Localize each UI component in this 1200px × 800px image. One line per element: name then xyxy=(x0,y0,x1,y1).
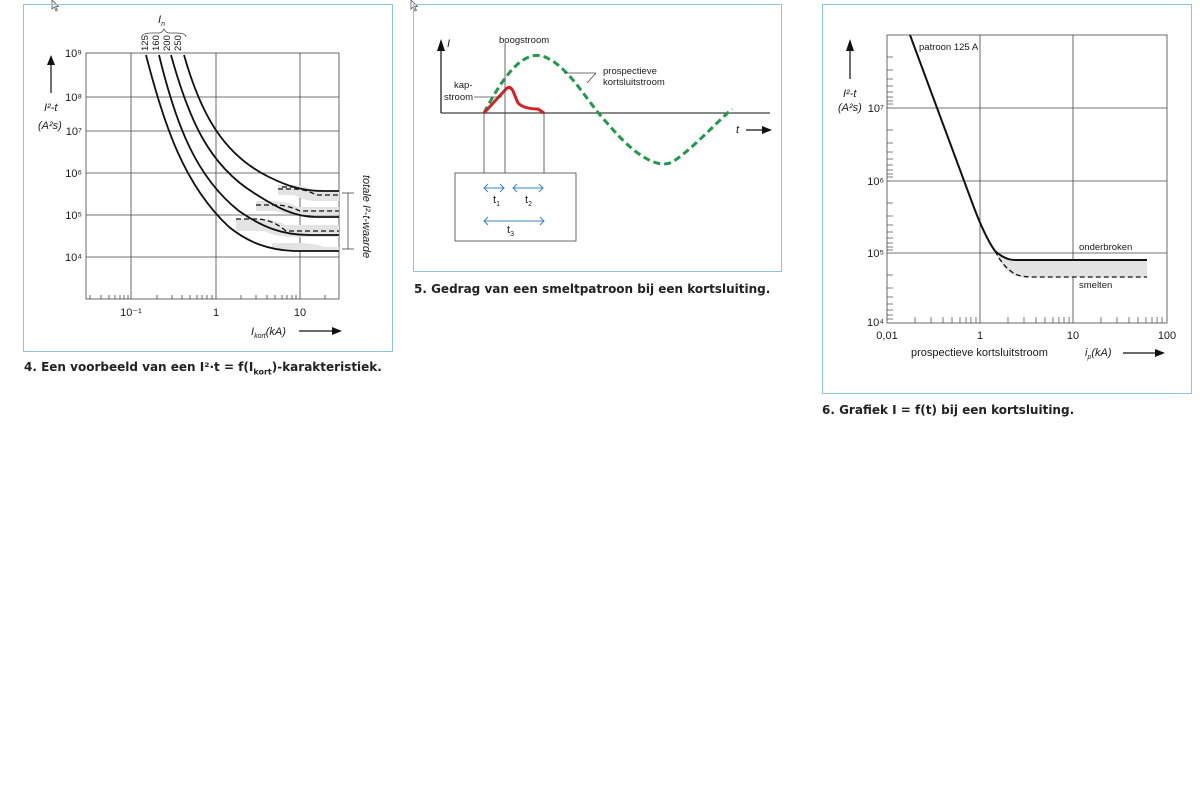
label-boogstroom: boogstroom xyxy=(499,35,549,46)
figure-6-ylabel-bottom: (A²s) xyxy=(838,102,862,114)
figure-5-ylabel: I xyxy=(447,38,450,50)
figure-5-frame: I t boogstroom prospectieve kortsluitstr… xyxy=(413,4,782,272)
figure-6-xlabel: prospectieve kortsluitstroom xyxy=(911,347,1048,359)
label-t3: t3 xyxy=(507,224,514,238)
timing-arrows xyxy=(483,183,545,226)
figure-6-shaded-band xyxy=(995,251,1147,277)
figure-5-time-markers xyxy=(474,43,597,173)
figure-6-yminor-ticks xyxy=(887,56,893,320)
figure-5-xlabel: t xyxy=(736,124,740,136)
xtick-label: 10 xyxy=(294,307,306,319)
xtick-label: 10⁻¹ xyxy=(120,307,142,319)
figure-6-caption: 6. Grafiek I = f(t) bij een kortsluiting… xyxy=(822,403,1075,417)
xtick-label: 10 xyxy=(1067,330,1079,342)
label-patroon: patroon 125 A xyxy=(919,42,979,53)
figure-6-xunit: ip(kA) xyxy=(1085,347,1112,361)
figure-4-xticks: 10⁻¹ 1 10 xyxy=(120,307,306,319)
figure-6-xminor-ticks xyxy=(914,317,1163,323)
ytick-label: 10⁷ xyxy=(66,126,82,138)
figure-4-xminor-ticks xyxy=(89,295,326,299)
rating-125: 125 xyxy=(140,35,151,51)
figure-4-grid xyxy=(85,52,340,300)
figure-4-ylabel-top: I²-t xyxy=(44,102,58,114)
curve-onderbroken xyxy=(909,34,1147,261)
mouse-cursor-icon xyxy=(51,0,60,12)
ytick-label: 10⁹ xyxy=(65,48,82,60)
label-prospectieve: prospectieve xyxy=(603,66,657,77)
figure-4-frame: In 125 160 200 250 10⁹ 10⁸ 10⁷ 10⁶ 10⁵ 1… xyxy=(23,4,393,352)
curve-125 xyxy=(145,54,339,252)
rating-200: 200 xyxy=(162,35,173,51)
ytick-label: 10⁵ xyxy=(867,248,884,260)
figure-6-ylabel-top: I²-t xyxy=(843,88,857,100)
rating-160: 160 xyxy=(151,35,162,51)
ytick-label: 10⁶ xyxy=(867,176,884,188)
figure-4-xlabel: Ikort(kA) xyxy=(251,326,286,340)
xtick-label: 0,01 xyxy=(876,330,897,342)
label-kap: kap- xyxy=(454,80,472,91)
figure-4-caption: 4. Een voorbeeld van een I²·t = f(Ikort)… xyxy=(24,360,382,377)
cut-off-current xyxy=(482,85,545,115)
label-kortsluitstroom: kortsluitstroom xyxy=(603,77,665,88)
label-t1: t1 xyxy=(493,194,500,208)
curve-160 xyxy=(158,54,339,236)
ytick-label: 10⁶ xyxy=(65,168,82,180)
mouse-cursor-icon xyxy=(410,0,419,12)
figure-4-ylabel-bottom: (A²s) xyxy=(38,120,62,132)
label-onderbroken: onderbroken xyxy=(1079,242,1132,253)
figure-4-rating-brace xyxy=(141,28,187,38)
ytick-label: 10⁵ xyxy=(65,210,82,222)
figure-5-caption: 5. Gedrag van een smeltpatroon bij een k… xyxy=(414,282,771,296)
curve-200 xyxy=(170,54,339,218)
figure-6-grid xyxy=(886,34,1168,324)
figure-6-frame: patroon 125 A onderbroken smelten I²-t (… xyxy=(822,4,1192,394)
curve-smelten xyxy=(994,250,1147,278)
figure-6-chart: patroon 125 A onderbroken smelten I²-t (… xyxy=(838,34,1176,361)
ytick-label: 10⁸ xyxy=(65,92,82,104)
figure-4-side-bracket xyxy=(342,192,354,250)
figure-4-in-label: In xyxy=(158,14,165,28)
figure-4-chart: In 125 160 200 250 10⁹ 10⁸ 10⁷ 10⁶ 10⁵ 1… xyxy=(38,14,372,340)
figure-4-ratings: 125 160 200 250 xyxy=(140,35,184,51)
figure-4-yticks: 10⁹ 10⁸ 10⁷ 10⁶ 10⁵ 10⁴ xyxy=(65,48,82,264)
label-stroom: stroom xyxy=(444,92,473,103)
timing-box xyxy=(454,172,577,242)
figure-4-curves xyxy=(145,54,339,252)
figure-5-diagram: I t boogstroom prospectieve kortsluitstr… xyxy=(437,35,772,242)
prospective-current-wave xyxy=(482,53,733,166)
figure-6-xticks: 0,01 1 10 100 xyxy=(876,330,1176,342)
label-t2: t2 xyxy=(525,194,532,208)
rating-250: 250 xyxy=(173,35,184,51)
ytick-label: 10⁷ xyxy=(868,103,884,115)
xtick-label: 100 xyxy=(1158,330,1176,342)
figure-6-yticks: 10⁷ 10⁶ 10⁵ 10⁴ xyxy=(867,103,884,329)
figure-4-side-label: totale I²-t-waarde xyxy=(360,175,372,258)
label-smelten: smelten xyxy=(1079,280,1112,291)
ytick-label: 10⁴ xyxy=(65,252,82,264)
curve-250 xyxy=(183,54,339,192)
xtick-label: 1 xyxy=(977,330,983,342)
xtick-label: 1 xyxy=(213,307,219,319)
ytick-label: 10⁴ xyxy=(867,317,884,329)
figure-4-dashed-curves xyxy=(236,186,339,232)
